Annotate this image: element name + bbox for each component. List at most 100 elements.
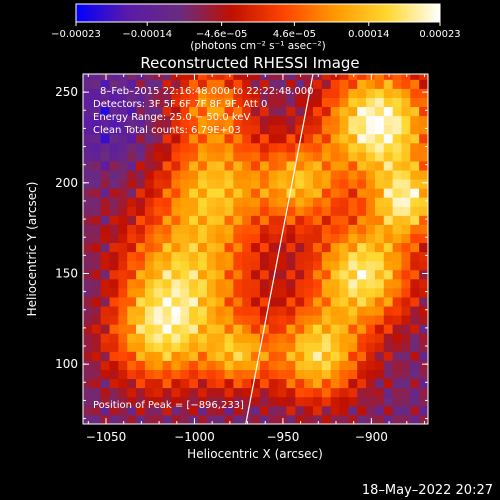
heatmap-cell <box>198 233 208 244</box>
heatmap-cell <box>136 233 146 244</box>
heatmap-cell <box>366 315 376 325</box>
heatmap-cell <box>100 206 110 216</box>
heatmap-cell <box>144 170 155 180</box>
heatmap-cell <box>153 351 164 361</box>
heatmap-cell <box>189 106 199 117</box>
heatmap-cell <box>198 396 208 407</box>
heatmap-cell <box>419 396 428 407</box>
heatmap-cell <box>383 251 394 262</box>
heatmap-cell <box>268 206 279 216</box>
heatmap-cell <box>419 188 428 198</box>
heatmap-cell <box>144 396 155 407</box>
heatmap-cell <box>91 351 102 361</box>
heatmap-cell <box>251 342 261 352</box>
heatmap-cell <box>259 206 270 216</box>
heatmap-cell <box>180 287 190 298</box>
heatmap-cell <box>91 287 102 298</box>
heatmap-cell <box>162 333 172 343</box>
heatmap-cell <box>233 161 243 171</box>
heatmap-cell <box>286 333 296 343</box>
heatmap-cell <box>127 97 137 108</box>
heatmap-cell <box>118 170 128 180</box>
heatmap-cell <box>198 387 208 398</box>
heatmap-cell <box>419 269 428 280</box>
heatmap-cell <box>313 378 323 389</box>
heatmap-cell <box>153 142 164 153</box>
heatmap-cell <box>180 115 190 126</box>
heatmap-cell <box>153 333 164 343</box>
heatmap-cell <box>410 106 420 117</box>
heatmap-cell <box>295 387 305 398</box>
heatmap-cell <box>304 315 314 325</box>
heatmap-cell <box>215 369 225 380</box>
heatmap-cell <box>401 333 411 343</box>
heatmap-cell <box>321 405 332 416</box>
heatmap-cell <box>189 342 199 352</box>
heatmap-cell <box>215 414 225 424</box>
heatmap-cell <box>136 351 146 361</box>
heatmap-cell <box>374 124 385 135</box>
heatmap-cell <box>206 161 217 171</box>
heatmap-cell <box>304 197 314 207</box>
heatmap-cell <box>144 360 155 370</box>
heatmap-cell <box>410 269 420 280</box>
heatmap-cell <box>91 242 102 253</box>
heatmap-cell <box>313 161 323 171</box>
heatmap-cell <box>286 260 296 271</box>
heatmap-cell <box>198 269 208 280</box>
heatmap-cell <box>251 206 261 216</box>
heatmap-cell <box>313 251 323 262</box>
heatmap-cell <box>144 405 155 416</box>
heatmap-cell <box>189 396 199 407</box>
heatmap-cell <box>127 224 137 234</box>
heatmap-cell <box>392 297 402 307</box>
heatmap-cell <box>268 287 279 298</box>
heatmap-cell <box>144 233 155 244</box>
heatmap-cell <box>198 378 208 389</box>
heatmap-cell <box>91 206 102 216</box>
heatmap-cell <box>410 351 420 361</box>
heatmap-cell <box>206 79 217 89</box>
heatmap-cell <box>374 97 385 108</box>
heatmap-cell <box>277 206 287 216</box>
heatmap-cell <box>233 414 243 424</box>
heatmap-cell <box>383 224 394 234</box>
heatmap-cell <box>401 242 411 253</box>
heatmap-cell <box>383 97 394 108</box>
heatmap-cell <box>91 188 102 198</box>
annotation-clean-counts: Clean Total counts: 6.79E+03 <box>93 125 241 136</box>
heatmap-cell <box>242 405 252 416</box>
heatmap-cell <box>330 351 340 361</box>
heatmap-cell <box>127 88 137 98</box>
heatmap-cell <box>91 405 102 416</box>
heatmap-cell <box>198 260 208 271</box>
heatmap-cell <box>242 278 252 289</box>
heatmap-cell <box>339 224 349 234</box>
heatmap-cell <box>224 142 234 153</box>
heatmap-cell <box>304 378 314 389</box>
heatmap-cell <box>383 161 394 171</box>
heatmap-cell <box>392 124 402 135</box>
heatmap-cell <box>383 115 394 126</box>
heatmap-cell <box>118 251 128 262</box>
heatmap-cell <box>162 269 172 280</box>
heatmap-cell <box>348 342 358 352</box>
heatmap-cell <box>83 188 93 198</box>
heatmap-cell <box>401 224 411 234</box>
heatmap-cell <box>419 79 428 89</box>
heatmap-cell <box>268 414 279 424</box>
heatmap-cell <box>198 369 208 380</box>
heatmap-cell <box>357 206 367 216</box>
heatmap-cell <box>313 306 323 316</box>
heatmap-cell <box>392 206 402 216</box>
heatmap-cell <box>206 242 217 253</box>
heatmap-cell <box>330 74 340 80</box>
heatmap-cell <box>118 179 128 189</box>
heatmap-cell <box>419 197 428 207</box>
heatmap-cell <box>357 224 367 234</box>
heatmap-cell <box>348 151 358 162</box>
heatmap-cell <box>198 79 208 89</box>
heatmap-cell <box>109 97 119 108</box>
heatmap-cell <box>259 124 270 135</box>
heatmap-cell <box>189 251 199 262</box>
